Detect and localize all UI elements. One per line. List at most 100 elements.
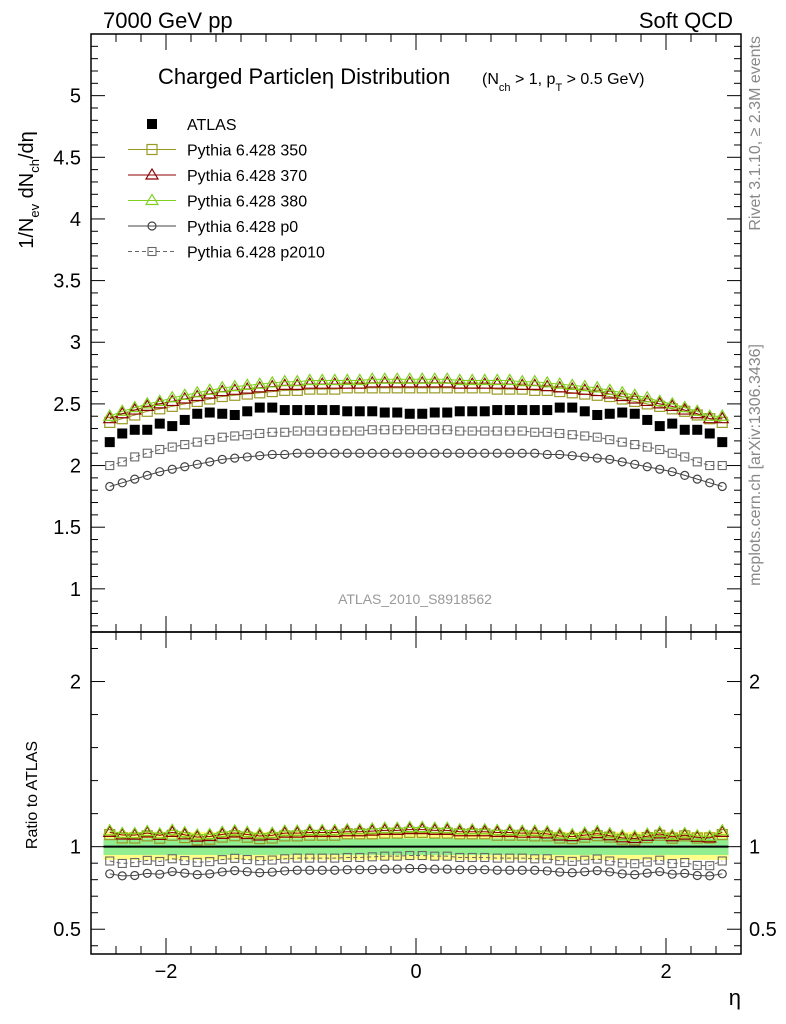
- series-3-ratio-point: [390, 821, 405, 833]
- series-2-ratio-point: [340, 824, 355, 837]
- series-0-point: [592, 409, 603, 420]
- series-3-point: [677, 400, 692, 413]
- x-tick-label: −2: [155, 961, 178, 983]
- series-4-point: [580, 452, 590, 462]
- series-5-ratio-point: [305, 853, 315, 863]
- series-2-point: [202, 386, 217, 399]
- series-2-ratio-point: [702, 830, 717, 843]
- series-4-point: [542, 449, 552, 460]
- series-2-ratio-point: [627, 831, 642, 844]
- series-2-point: [352, 377, 367, 389]
- series-3-ratio-point: [290, 823, 305, 836]
- series-5-line: [109, 429, 723, 467]
- series-4-point: [330, 448, 340, 458]
- y-tick-label-ratio-right: 2: [749, 672, 760, 694]
- series-4-ratio-point: [617, 869, 627, 879]
- series-3-ratio-point: [690, 828, 705, 841]
- series-0-point: [417, 408, 428, 419]
- series-4-ratio-point: [305, 865, 315, 875]
- series-3-ratio-point: [715, 823, 730, 836]
- series-2-point: [290, 378, 305, 391]
- series-2-ratio-point: [615, 830, 630, 843]
- series-0-point: [517, 405, 528, 416]
- ylabel-b-sub: ch: [27, 159, 42, 173]
- series-2-point: [515, 378, 530, 391]
- series-5-point: [567, 430, 577, 440]
- series-4-ratio-point: [530, 865, 540, 875]
- series-3-point: [715, 409, 730, 421]
- series-2-ratio-point: [427, 823, 442, 835]
- series-4-point: [555, 449, 565, 460]
- series-3-ratio-point: [352, 822, 367, 835]
- series-3-point: [190, 385, 205, 398]
- series-3-ratio-point: [577, 825, 592, 838]
- series-3-point: [165, 390, 180, 403]
- series-0-point: [167, 421, 178, 432]
- series-4-point: [230, 453, 240, 463]
- legend-marker-0: [147, 119, 157, 129]
- series-5-point: [130, 452, 140, 462]
- ylabel-c: /dη: [16, 131, 38, 159]
- series-5-ratio-point: [530, 854, 540, 864]
- series-2-point: [227, 383, 242, 395]
- series-4-point: [305, 448, 315, 458]
- series-4-point: [417, 448, 427, 458]
- series-4-point: [405, 448, 415, 458]
- series-2-ratio-point: [640, 829, 655, 841]
- series-5-ratio-point: [180, 856, 190, 866]
- series-3-ratio-point: [502, 823, 517, 836]
- series-4-point: [117, 478, 127, 488]
- series-4-ratio-point: [492, 865, 502, 875]
- series-2-point: [702, 411, 717, 424]
- series-5-point: [517, 426, 527, 436]
- series-5-ratio-point: [117, 858, 127, 869]
- series-4-point: [642, 462, 652, 472]
- series-0-point: [217, 408, 228, 419]
- series-3-point: [652, 394, 667, 407]
- series-2-ratio-point: [452, 824, 467, 837]
- series-2-ratio-point: [390, 823, 405, 835]
- series-5-point: [542, 427, 552, 437]
- series-3-point: [277, 374, 292, 387]
- x-tick-label: 2: [660, 961, 671, 983]
- series-3-ratio-line: [109, 827, 723, 837]
- series-5-ratio-point: [267, 855, 277, 865]
- series-4-ratio-point: [205, 869, 215, 879]
- series-2-ratio-point: [227, 825, 242, 838]
- series-3-ratio-point: [340, 822, 355, 835]
- series-4-ratio-point: [405, 863, 415, 874]
- series-5-point: [292, 426, 302, 436]
- series-4-point: [280, 449, 290, 460]
- series-3-point: [352, 373, 367, 386]
- series-3-point: [665, 396, 680, 409]
- series-3-point: [202, 383, 217, 395]
- series-2-point: [390, 375, 405, 388]
- series-3-point: [427, 372, 442, 384]
- series-3-point: [177, 388, 192, 400]
- series-3-point: [127, 400, 142, 413]
- series-5-point: [705, 460, 715, 471]
- series-0-point: [367, 406, 378, 417]
- series-2-point: [490, 377, 505, 389]
- series-0-point: [254, 402, 265, 413]
- series-4-ratio-point: [255, 868, 265, 878]
- series-4-ratio-point: [392, 864, 402, 874]
- series-5-point: [605, 435, 615, 445]
- series-4-point: [667, 467, 677, 477]
- series-4-point: [442, 448, 452, 458]
- legend-marker-5: [147, 246, 157, 257]
- series-3-ratio-point: [265, 826, 280, 838]
- series-3-point: [640, 390, 655, 403]
- series-3-point: [552, 377, 567, 389]
- series-3-point: [290, 374, 305, 387]
- series-3-ratio-point: [602, 826, 617, 839]
- y-axis-label-main: 1/Nev dNch/dη: [16, 131, 42, 249]
- legend-label-0: ATLAS: [187, 117, 237, 134]
- series-2-ratio-point: [527, 826, 542, 838]
- series-3-ratio-point: [615, 828, 630, 841]
- rivet-label: Rivet 3.1.10, ≥ 2.3M events: [747, 36, 764, 231]
- series-2-point: [540, 379, 555, 392]
- series-0-point: [242, 406, 253, 417]
- y-tick-label-ratio-right: 1: [749, 837, 760, 859]
- series-5-ratio-point: [480, 852, 490, 863]
